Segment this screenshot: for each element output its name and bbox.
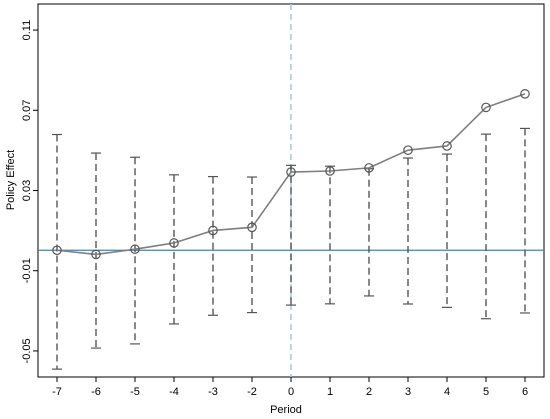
coefficient-point bbox=[91, 249, 101, 260]
ci-bar bbox=[286, 164, 296, 306]
coefficient-point bbox=[442, 141, 452, 151]
coefficient-polyline bbox=[56, 93, 526, 256]
ci-bar bbox=[247, 176, 257, 314]
y-axis-title: Policy Effect bbox=[5, 150, 17, 210]
ci-bar bbox=[91, 152, 101, 349]
y-tick-label: 0.03 bbox=[21, 180, 33, 201]
y-axis: -0.05 -0.01 0.03 0.07 0.11 bbox=[21, 20, 38, 363]
ci-bar bbox=[52, 133, 62, 370]
ci-bar bbox=[130, 156, 140, 345]
coefficient-point bbox=[403, 145, 413, 155]
x-tick-label: -3 bbox=[208, 386, 218, 398]
x-axis: -7 -6 -5 -4 -3 -2 0 1 2 3 4 5 6 bbox=[52, 377, 528, 398]
x-axis-title: Period bbox=[270, 404, 302, 416]
ci-bar bbox=[481, 133, 491, 320]
y-tick-label: -0.01 bbox=[21, 258, 33, 283]
x-tick-label: -7 bbox=[52, 386, 62, 398]
coefficient-line bbox=[56, 93, 526, 256]
coefficient-point bbox=[364, 163, 374, 173]
ci-bar bbox=[208, 175, 218, 316]
ci-bar bbox=[325, 165, 335, 305]
coefficient-point bbox=[169, 238, 179, 248]
y-tick-label: -0.05 bbox=[21, 338, 33, 363]
x-tick-label: 3 bbox=[405, 386, 411, 398]
ci-bar bbox=[520, 127, 530, 314]
confidence-intervals bbox=[52, 127, 530, 370]
x-tick-label: -6 bbox=[91, 386, 101, 398]
coefficient-point bbox=[52, 245, 62, 256]
x-tick-label: 6 bbox=[522, 386, 528, 398]
x-tick-label: 1 bbox=[327, 386, 333, 398]
coefficient-point bbox=[325, 166, 335, 176]
x-tick-label: 2 bbox=[366, 386, 372, 398]
y-tick-label: 0.11 bbox=[21, 20, 33, 41]
ci-bar bbox=[442, 153, 452, 308]
x-tick-label: -2 bbox=[247, 386, 257, 398]
x-tick-label: 0 bbox=[288, 386, 294, 398]
x-tick-label: -4 bbox=[169, 386, 179, 398]
coefficient-point bbox=[208, 225, 218, 236]
x-tick-label: -5 bbox=[130, 386, 140, 398]
coefficient-points bbox=[52, 89, 530, 260]
coefficient-point bbox=[286, 167, 296, 177]
y-tick-label: 0.07 bbox=[21, 100, 33, 121]
coefficient-point bbox=[520, 89, 530, 99]
ci-bar bbox=[169, 174, 179, 325]
coefficient-point bbox=[481, 102, 491, 113]
x-tick-label: 5 bbox=[483, 386, 489, 398]
coefficient-point bbox=[130, 244, 140, 255]
coefficient-point bbox=[247, 222, 257, 233]
ci-bar bbox=[403, 157, 413, 305]
x-tick-label: 4 bbox=[444, 386, 450, 398]
